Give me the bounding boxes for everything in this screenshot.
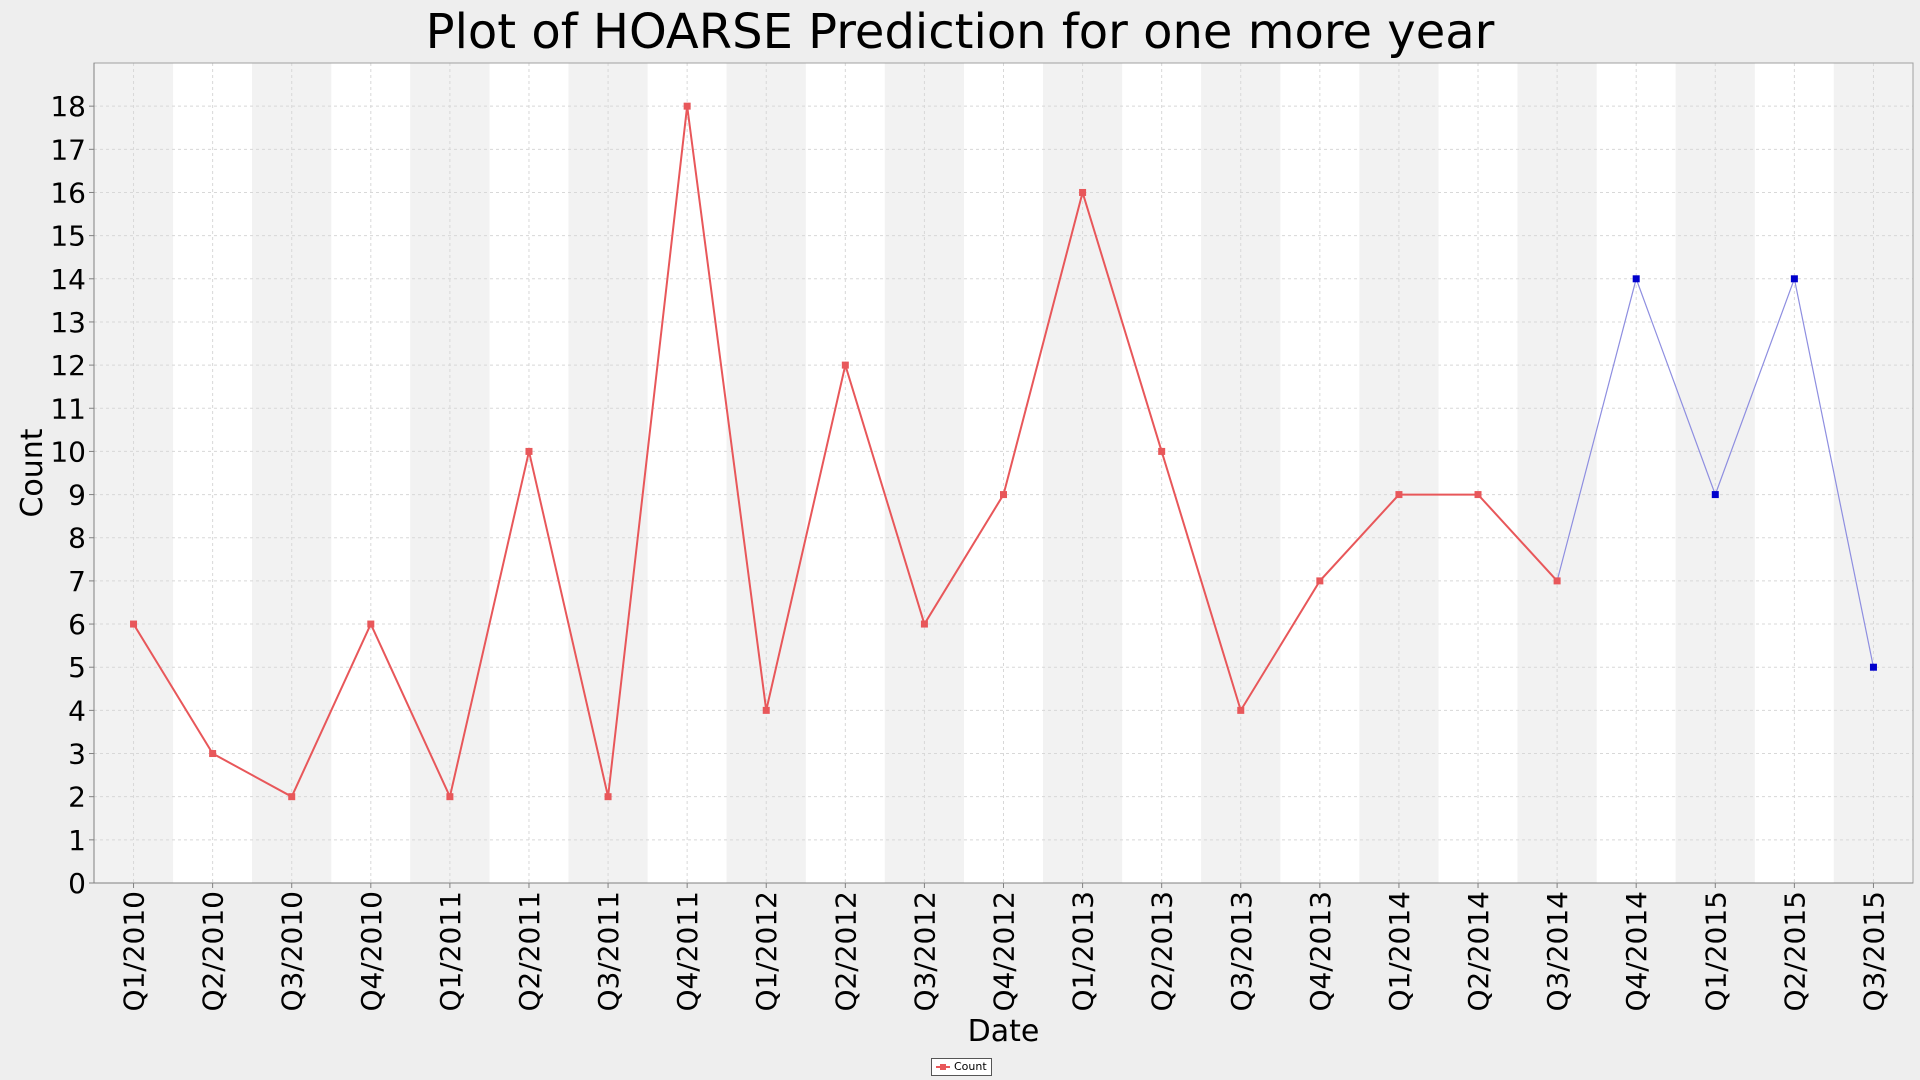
data-point-predicted: [1632, 275, 1640, 283]
data-point-actual: [525, 447, 533, 455]
y-tick-label: 16: [50, 176, 86, 209]
data-point-actual: [1474, 491, 1482, 499]
y-tick-label: 15: [50, 220, 86, 253]
y-tick-label: 3: [68, 738, 86, 771]
x-tick-label: Q4/2014: [1620, 891, 1653, 1012]
x-tick-label: Q4/2013: [1304, 891, 1337, 1012]
data-point-actual: [446, 793, 454, 801]
x-tick-label: Q3/2010: [276, 891, 309, 1012]
y-tick-label: 10: [50, 435, 86, 468]
x-tick-label: Q3/2012: [908, 891, 941, 1012]
x-axis-title: Date: [968, 1014, 1040, 1049]
x-tick-label: Q1/2014: [1383, 891, 1416, 1012]
x-tick-label: Q1/2013: [1067, 891, 1100, 1012]
legend-label-count: Count: [954, 1060, 987, 1073]
x-tick-label: Q3/2011: [592, 891, 625, 1012]
y-tick-label: 2: [68, 781, 86, 814]
y-tick-label: 7: [68, 565, 86, 598]
x-tick-label: Q1/2010: [118, 891, 151, 1012]
x-tick-label: Q4/2012: [988, 891, 1021, 1012]
data-point-actual: [604, 793, 612, 801]
y-tick-label: 0: [68, 867, 86, 900]
data-point-actual: [288, 793, 296, 801]
data-point-actual: [130, 620, 138, 628]
legend-swatch-count: [936, 1062, 950, 1072]
data-point-actual: [1000, 491, 1007, 499]
chart-title: Plot of HOARSE Prediction for one more y…: [425, 4, 1495, 60]
y-axis-title: Count: [15, 428, 50, 517]
x-tick-label: Q2/2010: [197, 891, 230, 1012]
x-tick-label: Q2/2014: [1462, 891, 1495, 1012]
x-tick-label: Q1/2011: [434, 891, 467, 1012]
data-point-predicted: [1869, 663, 1877, 671]
y-tick-label: 6: [68, 608, 86, 641]
y-tick-label: 8: [68, 522, 86, 555]
data-point-actual: [1079, 188, 1087, 196]
x-tick-label: Q2/2013: [1146, 891, 1179, 1012]
y-tick-label: 9: [68, 479, 86, 512]
x-tick-label: Q1/2015: [1699, 891, 1732, 1012]
data-point-actual: [209, 750, 217, 758]
data-point-actual: [841, 361, 849, 369]
data-point-actual: [920, 620, 928, 628]
data-point-actual: [1158, 447, 1166, 455]
y-tick-label: 5: [68, 651, 86, 684]
data-point-predicted: [1711, 491, 1719, 499]
legend: Count: [931, 1058, 992, 1076]
x-tick-label: Q2/2012: [829, 891, 862, 1012]
y-tick-label: 4: [68, 694, 86, 727]
x-tick-label: Q4/2010: [355, 891, 388, 1012]
x-tick-label: Q4/2011: [671, 891, 704, 1012]
data-point-actual: [1316, 577, 1324, 585]
x-tick-label: Q1/2012: [750, 891, 783, 1012]
data-point-actual: [683, 102, 691, 110]
x-tick-label: Q3/2015: [1857, 891, 1890, 1012]
data-point-actual: [1553, 577, 1561, 585]
y-tick-label: 18: [50, 90, 86, 123]
data-point-actual: [367, 620, 375, 628]
data-point-actual: [1395, 491, 1403, 499]
data-point-actual: [1237, 706, 1245, 714]
x-tick-label: Q2/2015: [1778, 891, 1811, 1012]
data-point-actual: [762, 706, 770, 714]
y-tick-label: 12: [50, 349, 86, 382]
y-tick-label: 13: [50, 306, 86, 339]
data-point-predicted: [1790, 275, 1798, 283]
y-tick-label: 17: [50, 133, 86, 166]
x-tick-label: Q2/2011: [513, 891, 546, 1012]
y-tick-label: 14: [50, 263, 86, 296]
y-tick-label: 11: [50, 392, 86, 425]
x-tick-label: Q3/2013: [1225, 891, 1258, 1012]
y-tick-label: 1: [68, 824, 86, 857]
x-tick-label: Q3/2014: [1541, 891, 1574, 1012]
